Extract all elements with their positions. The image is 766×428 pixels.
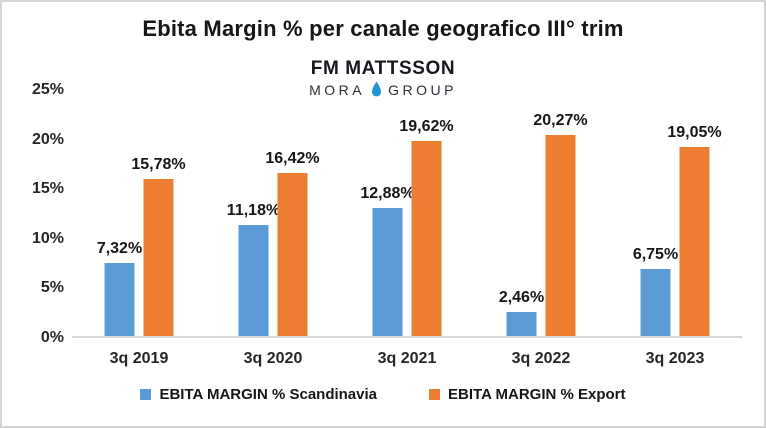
bar-slot: 6,75% (633, 90, 678, 336)
x-tick-label: 3q 2023 (645, 350, 705, 367)
bar-value-label: 6,75% (632, 246, 679, 264)
bar-group-3q-2019: 7,32% 15,78% (72, 90, 206, 336)
x-tick-label: 3q 2022 (511, 350, 571, 367)
logo-word-group: GROUP (388, 81, 457, 98)
x-axis: 3q 2019 3q 2020 3q 2021 3q 2022 3q 2023 (72, 350, 742, 368)
bar-slot: 19,05% (667, 90, 722, 336)
bar-slot: 12,88% (360, 90, 415, 336)
bar-export (143, 179, 174, 336)
bar-export (411, 141, 442, 336)
x-tick-label: 3q 2021 (377, 350, 437, 367)
logo-word-mora: MORA (309, 81, 366, 98)
water-drop-icon (370, 81, 383, 98)
bar-scandinavia (506, 311, 537, 336)
x-tick-label: 3q 2020 (243, 350, 303, 367)
bar-value-label: 19,05% (667, 124, 722, 142)
bar-scandinavia (238, 225, 269, 336)
y-tick-label: 25% (31, 81, 64, 98)
chart-title: Ebita Margin % per canale geografico III… (142, 16, 624, 41)
bar-pair: 11,18% 16,42% (227, 90, 320, 336)
legend-label: EBITA MARGIN % Scandinavia (159, 386, 378, 403)
bar-pair: 12,88% 19,62% (360, 90, 454, 336)
legend: EBITA MARGIN % Scandinavia EBITA MARGIN %… (2, 386, 764, 403)
bar-scandinavia (372, 208, 403, 336)
bar-value-label: 16,42% (265, 150, 320, 168)
bar-export (545, 134, 576, 336)
bar-group-3q-2021: 12,88% 19,62% (340, 90, 474, 336)
bar-slot: 20,27% (533, 90, 588, 336)
bar-pair: 6,75% 19,05% (633, 90, 722, 336)
x-tick-label: 3q 2019 (109, 350, 169, 367)
bar-group-3q-2020: 11,18% 16,42% (206, 90, 340, 336)
legend-item-scandinavia: EBITA MARGIN % Scandinavia (140, 386, 377, 403)
legend-item-export: EBITA MARGIN % Export (429, 386, 626, 403)
bar-value-label: 15,78% (131, 156, 186, 174)
bar-export (277, 173, 308, 336)
bar-value-label: 11,18% (226, 202, 281, 220)
plot-area: 7,32% 15,78% 11,18% 16,42% 12,88% 19,62% 2,46%… (72, 90, 742, 338)
legend-label: EBITA MARGIN % Export (448, 386, 626, 403)
bar-group-3q-2022: 2,46% 20,27% (474, 90, 608, 336)
y-tick-label: 20% (31, 130, 64, 148)
y-tick-label: 5% (40, 279, 64, 297)
y-tick-label: 15% (31, 180, 64, 198)
bar-export (679, 147, 710, 336)
bar-value-label: 7,32% (96, 240, 143, 258)
bar-value-label: 12,88% (360, 185, 415, 203)
bar-value-label: 19,62% (399, 118, 454, 136)
legend-swatch-icon (140, 389, 152, 400)
y-axis: 0% 5% 10% 15% 20% 25% (2, 81, 64, 346)
bar-group-3q-2023: 6,75% 19,05% (608, 90, 742, 336)
bar-value-label: 20,27% (533, 111, 588, 129)
bar-slot: 2,46% (499, 90, 544, 336)
bar-slot: 7,32% (97, 90, 142, 336)
bar-value-label: 2,46% (498, 288, 545, 306)
logo-brand-name: FM MATTSSON (310, 58, 456, 79)
legend-swatch-icon (429, 389, 441, 400)
bar-slot: 11,18% (227, 90, 280, 336)
bar-pair: 2,46% 20,27% (499, 90, 588, 336)
logo-subbrand: MORA GROUP (2, 81, 764, 98)
bar-pair: 7,32% 15,78% (97, 90, 186, 336)
bar-slot: 15,78% (131, 90, 186, 336)
company-logo: FM MATTSSON MORA GROUP (2, 58, 764, 98)
bar-slot: 16,42% (265, 90, 320, 336)
bar-scandinavia (640, 269, 671, 336)
bar-scandinavia (104, 263, 135, 336)
y-tick-label: 0% (40, 329, 64, 346)
bar-slot: 19,62% (399, 90, 454, 336)
y-tick-label: 10% (31, 229, 64, 247)
